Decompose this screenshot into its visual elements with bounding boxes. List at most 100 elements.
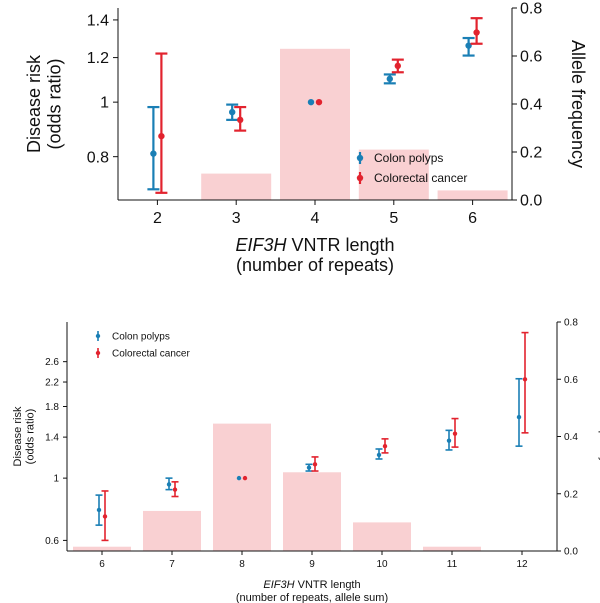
x-tick-label: 11 [447,559,458,570]
errorbar-cancer [101,490,109,542]
frequency-bar [280,48,350,200]
errorbar-cancer [521,331,529,434]
x-axis-title: EIF3H VNTR length [235,235,394,255]
data-point [102,514,108,519]
left-axis-title-line: (odds ratio) [45,58,65,149]
errorbar-cancer [391,58,404,74]
legend-label: Colorectal cancer [374,171,467,185]
data-point [242,475,248,481]
x-tick-label: 3 [232,210,241,227]
x-tick-label: 12 [516,559,528,570]
data-point [307,98,315,106]
right-tick-label: 0.4 [564,432,578,443]
data-point [312,462,318,467]
data-point [158,132,165,140]
errorbar-polyps [95,494,103,526]
left-tick-label: 0.6 [45,536,59,547]
frequency-bar [423,546,481,551]
right-tick-label: 0.6 [520,49,542,66]
errorbar-cancer [155,52,168,194]
legend-label: Colorectal cancer [112,349,190,360]
legend-marker-dot [95,350,101,356]
x-tick-label: 8 [239,559,245,570]
data-point [236,475,242,481]
errorbar-polyps [307,98,315,106]
right-axis-title: Frequency [598,411,600,463]
data-point [452,431,458,436]
data-point [386,75,393,83]
x-axis-title-rest: VNTR length [286,235,394,255]
left-tick-label: 1 [100,95,109,112]
legend-marker-dot [356,174,364,182]
left-axis-title: Disease risk(odds ratio) [24,54,65,153]
data-point [394,62,401,70]
right-tick-label: 0.2 [520,145,542,162]
left-axis-title-line: (odds ratio) [25,409,37,465]
errorbar-cancer [381,438,389,454]
left-tick-label: 1.4 [87,13,109,30]
data-point [237,116,244,124]
data-point [522,377,528,382]
data-point [446,438,452,443]
x-tick-label: 6 [99,559,105,570]
left-tick-label: 1 [53,474,59,485]
right-tick-label: 0.0 [564,547,578,558]
x-axis-title-gene: EIF3H [235,235,287,255]
right-tick-label: 0.8 [564,318,578,329]
right-tick-label: 0.4 [520,97,542,114]
data-point [516,414,522,420]
data-point [473,29,480,36]
data-point [229,108,236,116]
legend: Colon polyps Colorectal cancer [356,151,467,185]
errorbar-polyps [383,73,396,85]
left-tick-label: 1.2 [87,50,109,67]
frequency-bar [213,423,271,551]
left-axis-title: Disease risk(odds ratio) [12,406,37,466]
right-axis-title: Allele frequency [568,40,588,168]
data-point [315,98,323,106]
errorbar-cancer [315,98,323,106]
right-tick-label: 0.0 [520,193,542,210]
frequency-bar [358,149,429,200]
errorbar-polyps [445,429,453,451]
left-axis-title-line: Disease risk [12,406,24,466]
errorbar-polyps [236,475,242,481]
errorbar-polyps [375,448,383,460]
x-axis-title-line2: (number of repeats) [236,255,394,275]
errorbar-cancer [470,17,483,45]
errorbar-polyps [165,477,173,491]
data-point [306,465,312,470]
frequency-bar [143,510,201,551]
errorbar-polyps [515,377,523,447]
data-point [172,487,178,492]
x-tick-label: 10 [376,559,388,570]
x-axis-title-line2: (number of repeats, allele sum) [236,592,388,603]
legend-marker-dot [95,333,101,339]
errorbar-polyps [147,105,160,191]
left-tick-label: 2.6 [45,357,59,368]
legend-label: Colon polyps [112,332,170,343]
x-axis-title-gene: EIF3H [263,579,294,591]
errorbar-cancer [242,475,248,481]
left-tick-label: 1.8 [45,402,59,413]
data-point [382,443,388,449]
x-axis-title-rest: VNTR length [295,579,361,591]
chart-1: 0.8 1 1.2 1.4 0.0 0.2 0.4 0.6 0.8 2 3 4 5 6 Disease ri… [24,1,588,275]
data-point [166,482,172,487]
x-tick-label: 6 [468,210,477,227]
frequency-bar [283,472,341,551]
left-axis-title-line: Disease risk [24,54,44,153]
left-tick-label: 1.4 [45,433,59,444]
errorbar-polyps [305,463,313,472]
errorbar-cancer [451,417,459,448]
right-tick-label: 0.8 [520,1,542,18]
legend: Colon polyps Colorectal cancer [95,331,190,360]
errorbar-cancer [234,105,247,132]
data-point [376,452,382,458]
x-tick-label: 4 [311,210,320,227]
errorbar-cancer [311,456,319,472]
data-point [150,150,157,157]
frequency-bar [201,173,272,200]
right-tick-label: 0.2 [564,489,578,500]
